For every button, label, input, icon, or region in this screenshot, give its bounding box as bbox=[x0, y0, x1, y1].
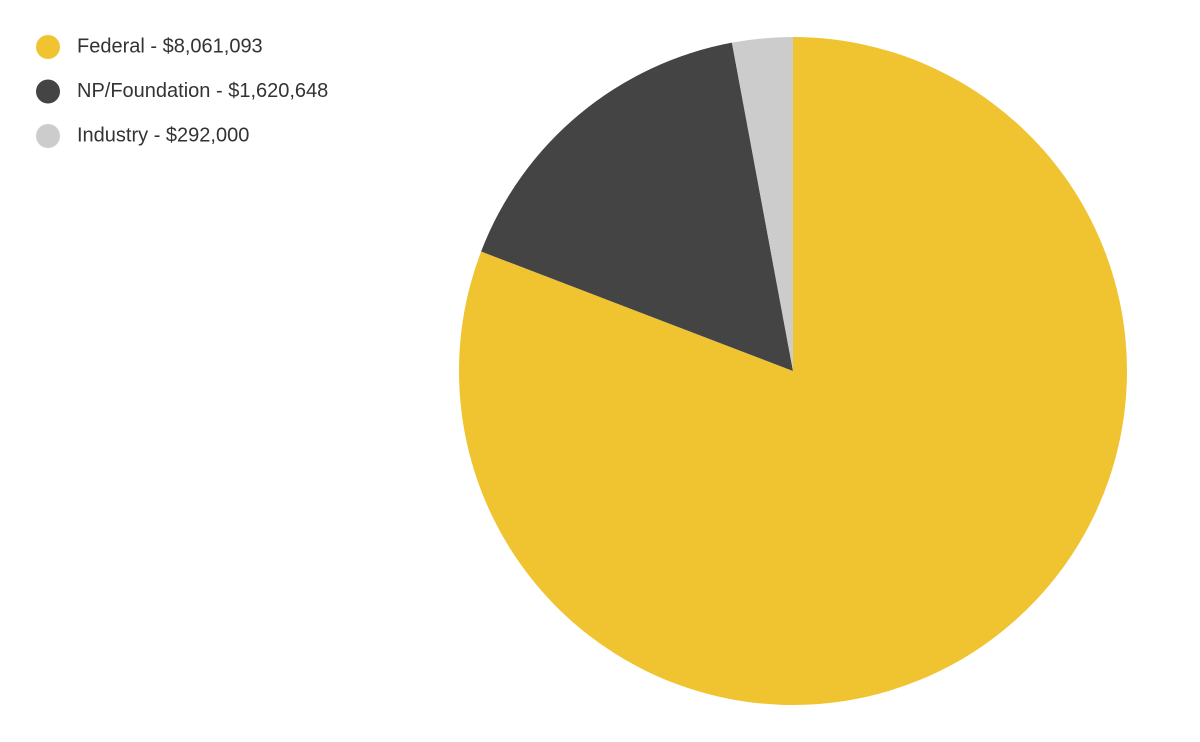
legend-label: Industry - $292,000 bbox=[77, 124, 249, 146]
legend-label: NP/Foundation - $1,620,648 bbox=[77, 80, 328, 102]
pie-slice bbox=[731, 37, 793, 371]
legend-marker bbox=[36, 79, 60, 104]
legend-marker bbox=[36, 124, 60, 148]
legend-marker bbox=[36, 35, 60, 59]
legend-label: Federal - $8,061,093 bbox=[77, 35, 263, 57]
pie-slice bbox=[481, 42, 793, 371]
